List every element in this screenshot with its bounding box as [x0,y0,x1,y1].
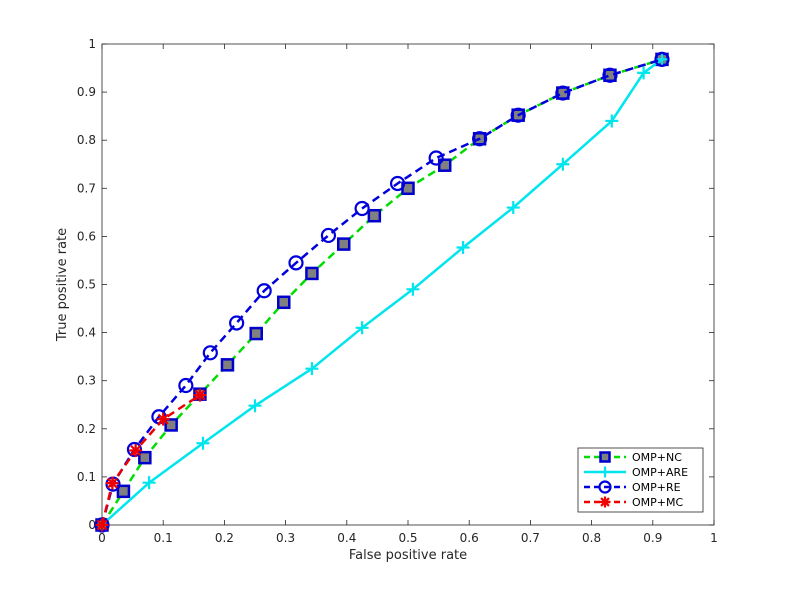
data-point [95,518,109,532]
x-tick-label: 0.3 [276,531,295,545]
data-point [116,484,131,499]
y-axis-label: True positive rate [55,228,70,342]
data-point [202,345,218,361]
y-tick-label: 0.5 [77,278,96,292]
x-tick-label: 0.7 [521,531,540,545]
legend-label: OMP+ARE [632,466,688,479]
series-omp-are [95,52,669,532]
data-point [506,201,520,215]
data-point [178,377,194,394]
data-point [105,476,119,490]
data-point [305,266,319,281]
legend-marker [599,451,611,463]
y-tick-label: 0.2 [77,422,96,436]
series-omp-mc [95,388,207,532]
legend-entry: OMP+RE [584,480,681,494]
data-point [288,255,304,271]
legend-label: OMP+NC [632,451,682,464]
y-tick-label: 0.6 [77,229,96,243]
data-point [355,321,369,335]
y-tick-label: 0.4 [77,326,96,340]
y-tick-label: 0.1 [77,470,96,484]
data-point [637,66,651,80]
legend: OMP+NC OMP+ARE OMP+RE OMP+MC [577,447,704,513]
data-point [406,282,420,296]
data-point [367,208,382,223]
data-point [305,362,319,376]
data-point [229,315,245,331]
data-point [555,85,571,101]
data-point [156,412,170,426]
data-point [472,131,488,147]
data-point [320,227,337,244]
data-point [277,295,291,310]
x-tick-label: 0.9 [643,531,662,545]
x-tick-label: 0.5 [398,531,417,545]
x-tick-label: 0 [98,531,106,545]
data-point [142,476,156,490]
legend-label: OMP+MC [632,496,683,509]
legend-label: OMP+RE [632,481,681,494]
series-omp-re [94,51,670,533]
y-tick-label: 0.9 [77,85,96,99]
y-tick-label: 0.3 [77,374,96,388]
x-tick-label: 0.8 [582,531,601,545]
data-point [336,237,351,251]
data-point [605,114,619,128]
y-tick-label: 0.8 [77,133,96,147]
data-point [654,51,670,67]
y-tick-label: 1 [88,37,96,51]
data-point [249,326,263,341]
data-point [655,52,669,66]
legend-marker [599,466,611,478]
data-point [556,157,570,171]
legend-entry: OMP+ARE [584,466,688,479]
data-point [354,200,370,217]
data-point [428,150,444,166]
data-point [389,175,406,192]
legend-entry: OMP+NC [584,451,682,464]
x-tick-label: 0.2 [215,531,234,545]
legend-marker [599,496,611,508]
data-point [129,443,143,457]
data-point [196,436,210,450]
data-point [256,283,272,299]
x-tick-label: 0.1 [154,531,173,545]
data-point [193,388,207,402]
data-point [456,240,470,254]
axes: 0 0.1 0.2 0.3 0.4 0.5 0.6 0.7 0.8 0.9 1 0 0.1 0.2 0.3 0… [77,37,718,545]
x-axis-label: False positive rate [349,548,467,563]
data-point [138,450,152,465]
legend-entry: OMP+MC [584,496,683,509]
x-tick-label: 0.4 [337,531,356,545]
x-tick-label: 0.6 [460,531,479,545]
series-group [94,51,670,533]
y-tick-label: 0.7 [77,181,96,195]
legend-marker [598,480,612,494]
data-point [602,67,618,83]
data-point [248,399,262,413]
y-tick-label: 0 [88,518,96,532]
data-point [437,158,452,172]
x-tick-label: 1 [710,531,718,545]
data-point [164,418,178,432]
data-point [510,107,526,123]
data-point [220,358,235,372]
